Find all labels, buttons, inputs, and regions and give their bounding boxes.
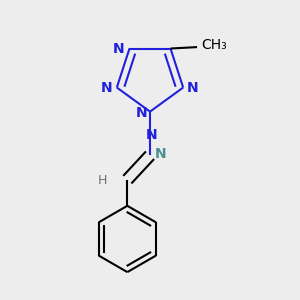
Text: N: N xyxy=(155,147,166,161)
Text: N: N xyxy=(187,80,199,94)
Text: H: H xyxy=(98,174,108,187)
Text: N: N xyxy=(113,41,125,56)
Text: N: N xyxy=(101,80,113,94)
Text: N: N xyxy=(136,106,147,120)
Text: N: N xyxy=(146,128,158,142)
Text: CH₃: CH₃ xyxy=(202,38,227,52)
